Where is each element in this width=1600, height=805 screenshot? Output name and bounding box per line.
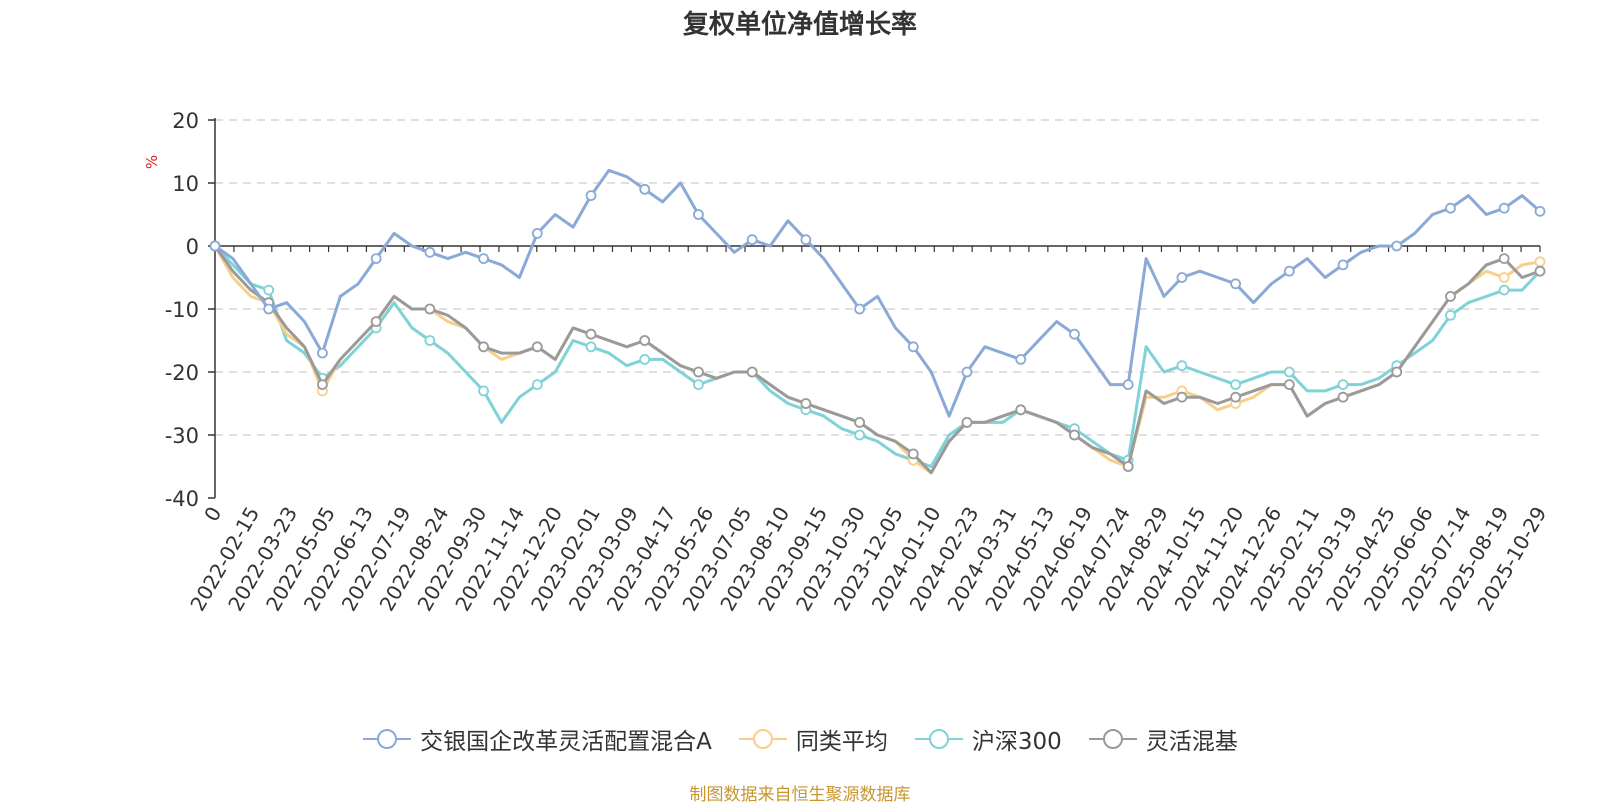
data-point[interactable] [639, 183, 651, 195]
data-point[interactable] [1534, 256, 1546, 268]
chart-title: 复权单位净值增长率 [682, 10, 917, 40]
data-point[interactable] [800, 398, 812, 409]
series-line [213, 245, 1541, 475]
data-point[interactable] [1498, 272, 1510, 283]
data-point[interactable] [1498, 284, 1510, 296]
legend-item-csi300[interactable]: 沪深300 [914, 722, 1062, 756]
data-point[interactable] [531, 227, 543, 239]
data-point[interactable] [1176, 272, 1188, 283]
series-line [213, 245, 1541, 475]
data-point[interactable] [585, 190, 597, 202]
data-point[interactable] [370, 316, 382, 328]
data-point[interactable] [746, 234, 758, 246]
data-point[interactable] [1498, 253, 1510, 265]
data-point[interactable] [585, 328, 597, 340]
data-point[interactable] [209, 240, 221, 252]
data-point[interactable] [478, 341, 489, 353]
data-point[interactable] [1283, 366, 1295, 378]
data-point[interactable] [1015, 353, 1027, 365]
data-point[interactable] [1230, 379, 1242, 391]
data-point[interactable] [1015, 404, 1027, 416]
data-point[interactable] [1122, 379, 1134, 391]
legend-marker-fund [363, 729, 412, 749]
data-point[interactable] [1230, 278, 1242, 290]
data-point[interactable] [639, 353, 651, 365]
data-point[interactable] [854, 303, 865, 315]
legend-marker-csi300 [914, 729, 963, 749]
data-point[interactable] [1391, 240, 1403, 252]
legend-item-flexible-mixed[interactable]: 灵活混基 [1088, 722, 1238, 756]
data-point[interactable] [1337, 391, 1349, 403]
data-point[interactable] [854, 416, 865, 428]
data-point[interactable] [478, 385, 489, 397]
series-line [213, 244, 1542, 468]
data-point[interactable] [854, 429, 865, 441]
series-group [209, 240, 1546, 475]
y-tick-label: -30 [165, 424, 199, 448]
y-tick-label: 10 [172, 172, 199, 196]
data-point[interactable] [1283, 265, 1295, 277]
data-point[interactable] [424, 303, 436, 315]
data-point[interactable] [693, 379, 704, 391]
data-point[interactable] [907, 448, 919, 460]
data-point[interactable] [1230, 391, 1242, 403]
legend-marker-peer-average [738, 729, 787, 749]
y-tick-label: -10 [165, 298, 199, 322]
series-group [209, 168, 1546, 418]
data-point[interactable] [1176, 391, 1188, 403]
data-point[interactable] [1445, 290, 1456, 302]
data-point[interactable] [370, 253, 382, 265]
y-tick-label: 0 [186, 235, 199, 259]
data-point[interactable] [1337, 379, 1349, 391]
data-point[interactable] [693, 209, 704, 220]
y-tick-label: -20 [165, 361, 199, 385]
data-point[interactable] [424, 335, 436, 346]
data-point[interactable] [1445, 202, 1456, 214]
data-point[interactable] [531, 379, 543, 391]
data-point[interactable] [1534, 265, 1546, 277]
y-tick-label: -40 [165, 487, 199, 511]
data-point[interactable] [1069, 429, 1080, 441]
data-point[interactable] [1069, 328, 1080, 340]
legend-label-peer-average: 同类平均 [795, 729, 888, 755]
data-point[interactable] [1283, 379, 1295, 391]
data-point[interactable] [263, 303, 275, 315]
data-point[interactable] [1176, 360, 1188, 372]
data-point[interactable] [693, 366, 704, 378]
data-point[interactable] [585, 341, 597, 353]
data-point[interactable] [961, 366, 973, 378]
legend-item-peer-average[interactable]: 同类平均 [738, 722, 888, 756]
data-point[interactable] [1122, 461, 1134, 472]
data-point[interactable] [1498, 202, 1510, 214]
line-chart: 20100-10-20-30-40%02022-02-152022-03-232… [143, 109, 1551, 615]
legend-item-fund[interactable]: 交银国企改革灵活配置混合A [362, 722, 712, 756]
data-point[interactable] [746, 366, 758, 378]
data-point[interactable] [531, 341, 543, 353]
data-point[interactable] [1534, 205, 1546, 217]
data-point[interactable] [317, 379, 328, 391]
y-axis-unit-label: % [143, 155, 161, 169]
legend-label-flexible-mixed: 灵活混基 [1145, 729, 1238, 755]
data-point[interactable] [800, 234, 812, 246]
series-line [214, 168, 1541, 418]
data-point[interactable] [961, 416, 973, 428]
series-group [209, 240, 1546, 468]
data-point[interactable] [263, 284, 275, 296]
data-point[interactable] [1445, 309, 1456, 321]
data-point[interactable] [424, 246, 436, 258]
data-point[interactable] [1337, 259, 1349, 271]
series-group [209, 240, 1546, 475]
y-tick-label: 20 [172, 109, 199, 133]
legend-label-fund: 交银国企改革灵活配置混合A [420, 729, 712, 755]
legend-label-csi300: 沪深300 [971, 729, 1062, 755]
x-tick-label: 0 [199, 503, 226, 526]
data-source-note: 制图数据来自恒生聚源数据库 [689, 785, 911, 805]
data-point[interactable] [317, 347, 328, 359]
legend: 交银国企改革灵活配置混合A 同类平均 沪深300 灵活混基 [0, 722, 1600, 756]
legend-marker-flexible-mixed [1088, 729, 1137, 749]
data-point[interactable] [1391, 366, 1403, 378]
data-point[interactable] [639, 335, 651, 346]
data-point[interactable] [907, 341, 919, 353]
data-point[interactable] [478, 253, 489, 265]
